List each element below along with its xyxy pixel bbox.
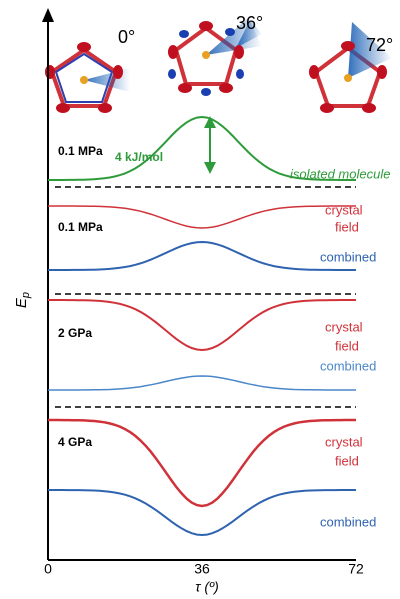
curve [48, 115, 356, 181]
y-label-sub: p [20, 292, 32, 299]
curve-label: combined [320, 249, 376, 264]
pressure-label: 0.1 MPa [58, 220, 103, 234]
x-tick-label: 0 [44, 561, 52, 577]
pressure-label: 0.1 MPa [58, 144, 103, 158]
curve-label: field [335, 453, 359, 468]
pressure-label: 2 GPa [58, 326, 92, 340]
curve-label: crystal [325, 202, 363, 217]
arrow-head [204, 116, 216, 128]
plot: 0 36 72 0.1 MPa isolated molecule 0.1 MPa crys… [44, 115, 390, 577]
curve-label: field [335, 219, 359, 234]
curve [48, 240, 356, 271]
curve [48, 418, 356, 508]
curve-label: combined [320, 358, 376, 373]
y-label-main: E [13, 297, 30, 308]
curve-label: crystal [325, 319, 363, 334]
y-axis-label: Ep [13, 292, 32, 308]
curve [48, 375, 356, 391]
x-tick-label: 36 [194, 561, 210, 577]
angle-label: 36° [236, 13, 263, 33]
curve-label: isolated molecule [290, 166, 390, 181]
curve-label: combined [320, 514, 376, 529]
angle-label: 72° [366, 35, 393, 55]
molecule-72 [309, 22, 392, 113]
curve-label: field [335, 338, 359, 353]
x-tick-label: 72 [348, 561, 364, 577]
pressure-label: 4 GPa [58, 435, 92, 449]
angle-label: 0° [118, 27, 135, 47]
molecule-0 [45, 42, 130, 113]
x-axis-label: τ (º) [195, 579, 219, 595]
curve [48, 205, 356, 229]
curve [48, 489, 356, 537]
barrier-label: 4 kJ/mol [115, 150, 163, 164]
curve-label: crystal [325, 434, 363, 449]
y-axis-arrow [42, 8, 54, 22]
curve [48, 299, 356, 352]
arrow-head [204, 162, 216, 174]
molecule-36 [168, 18, 262, 96]
